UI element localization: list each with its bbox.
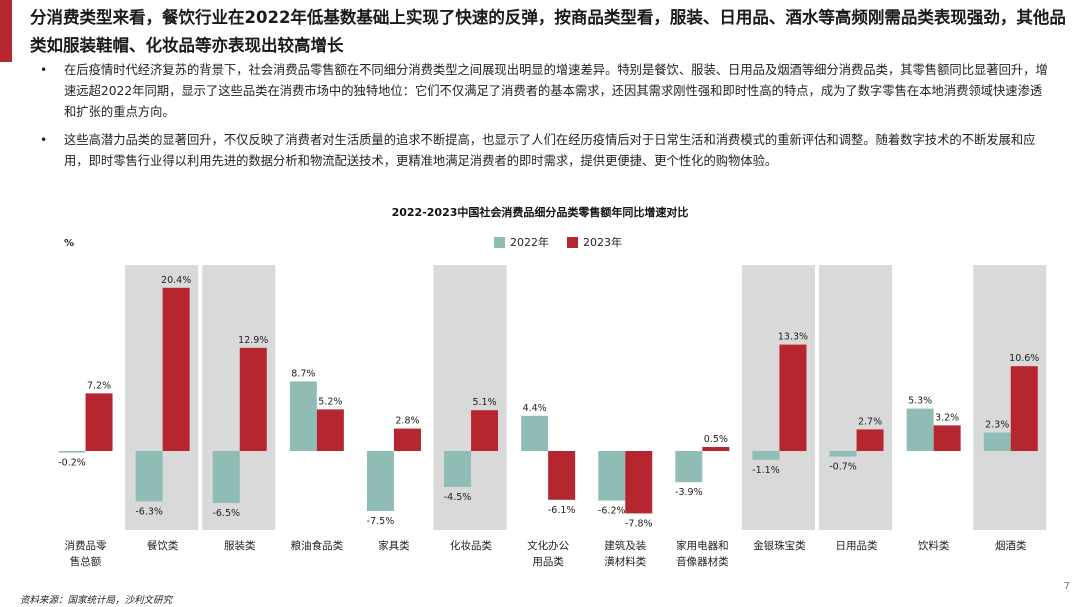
bar-2023年-服装类 (239, 347, 267, 451)
bullet-marker: • (40, 133, 48, 147)
data-label: -6.2% (598, 506, 626, 517)
category-label: 餐饮类 (147, 539, 179, 552)
bar-2023年-化妆品类 (471, 410, 499, 451)
data-label: 5.1% (472, 397, 496, 408)
category-label: 饮料类 (918, 539, 950, 552)
bar-2023年-消费品零售总额 (85, 393, 113, 451)
category-label: 售总额 (70, 555, 102, 568)
bar-2022年-服装类 (212, 451, 240, 503)
bar-2022年-日用品类 (829, 451, 857, 457)
page-headline: 分消费类型来看，餐饮行业在2022年低基数基础上实现了快速的反弹，按商品类型看，… (30, 8, 1066, 55)
bar-2022年-粮油食品类 (289, 381, 317, 451)
data-label: -3.9% (675, 487, 703, 498)
chart-title: 2022-2023中国社会消费品细分品类零售额年同比增速对比 (391, 206, 689, 219)
legend-swatch-2022 (494, 236, 505, 248)
data-label: 8.7% (291, 368, 315, 379)
legend-label-2022: 2022年 (510, 236, 549, 249)
category-label: 家具类 (378, 539, 410, 552)
data-label: -6.1% (548, 505, 576, 516)
bar-2023年-烟酒类 (1010, 366, 1038, 451)
data-label: 0.5% (704, 434, 728, 445)
bar-2022年-餐饮类 (135, 451, 163, 502)
data-label: 2.7% (858, 416, 882, 427)
bar-2023年-家具类 (393, 428, 421, 451)
source-note: 资料来源：国家统计局，沙利文研究 (20, 595, 173, 606)
data-label: -0.2% (58, 458, 86, 469)
bar-2022年-文化办公用品类 (521, 415, 549, 451)
legend-item-2022: 2022年 (494, 234, 549, 250)
data-label: 10.6% (1009, 353, 1039, 364)
bar-2022年-金银珠宝类 (752, 451, 780, 460)
bullet-marker: • (40, 63, 48, 77)
data-label: -6.3% (135, 506, 163, 517)
bar-2023年-饮料类 (933, 425, 961, 451)
bar-2023年-日用品类 (856, 429, 884, 451)
data-label: -7.8% (625, 518, 653, 529)
data-label: 7.2% (87, 380, 111, 391)
bar-2023年-金银珠宝类 (779, 344, 807, 451)
data-label: -4.5% (444, 492, 472, 503)
data-label: 20.4% (161, 275, 191, 286)
bar-2023年-文化办公用品类 (548, 451, 576, 500)
bar-2022年-饮料类 (906, 408, 934, 451)
category-label: 金银珠宝类 (753, 539, 806, 552)
accent-bar (0, 0, 12, 62)
data-label: 2.8% (395, 416, 419, 427)
data-label: 12.9% (238, 335, 268, 346)
data-label: 2.3% (985, 420, 1009, 431)
category-label: 服装类 (224, 539, 256, 552)
bar-2022年-家具类 (366, 451, 394, 511)
category-label: 家用电器和 (676, 539, 729, 552)
data-label: 4.4% (523, 403, 547, 414)
category-label: 烟酒类 (995, 539, 1027, 552)
category-label: 消费品零 (65, 539, 107, 552)
category-label: 文化办公 (527, 539, 569, 552)
bar-2022年-家用电器和音像器材类 (675, 451, 703, 483)
bar-2023年-家用电器和音像器材类 (702, 447, 730, 451)
legend-label-2023: 2023年 (583, 236, 622, 249)
data-label: 5.3% (908, 396, 932, 407)
data-label: -0.7% (829, 462, 857, 473)
bullet-item: • 这些高潜力品类的显著回升，不仅反映了消费者对生活质量的追求不断提高，也显示了… (40, 130, 1050, 172)
category-label: 音像器材类 (676, 555, 729, 568)
bar-2022年-烟酒类 (983, 432, 1011, 451)
category-label: 粮油食品类 (291, 539, 344, 552)
category-label: 日用品类 (836, 539, 878, 552)
bullet-text: 在后疫情时代经济复苏的背景下，社会消费品零售额在不同细分消费类型之间展现出明显的… (64, 63, 1048, 119)
y-unit-label: % (64, 238, 75, 249)
chart-legend: 2022年 2023年 (494, 234, 622, 250)
category-label: 潢材料类 (604, 555, 646, 568)
category-label: 用品类 (532, 555, 564, 568)
category-label: 建筑及装 (604, 539, 646, 552)
bar-2023年-粮油食品类 (316, 409, 344, 451)
data-label: -1.1% (752, 465, 780, 476)
bar-2022年-消费品零售总额 (58, 451, 86, 453)
bar-2022年-建筑及装潢材料类 (598, 451, 626, 501)
bar-2023年-建筑及装潢材料类 (625, 451, 653, 514)
data-label: 13.3% (778, 332, 808, 343)
data-label: 3.2% (935, 412, 959, 423)
data-label: -6.5% (212, 508, 240, 519)
category-highlight (819, 265, 893, 530)
data-label: -7.5% (367, 516, 395, 527)
bar-2023年-餐饮类 (162, 287, 190, 451)
bullet-item: • 在后疫情时代经济复苏的背景下，社会消费品零售额在不同细分消费类型之间展现出明… (40, 60, 1050, 123)
legend-item-2023: 2023年 (567, 234, 622, 250)
bullet-text: 这些高潜力品类的显著回升，不仅反映了消费者对生活质量的追求不断提高，也显示了人们… (64, 133, 1036, 168)
legend-swatch-2023 (567, 236, 578, 248)
category-label: 化妆品类 (450, 539, 492, 552)
bullet-list: • 在后疫情时代经济复苏的背景下，社会消费品零售额在不同细分消费类型之间展现出明… (40, 60, 1050, 179)
page-number: 7 (1063, 581, 1070, 592)
bar-2022年-化妆品类 (444, 451, 472, 487)
data-label: 5.2% (318, 396, 342, 407)
